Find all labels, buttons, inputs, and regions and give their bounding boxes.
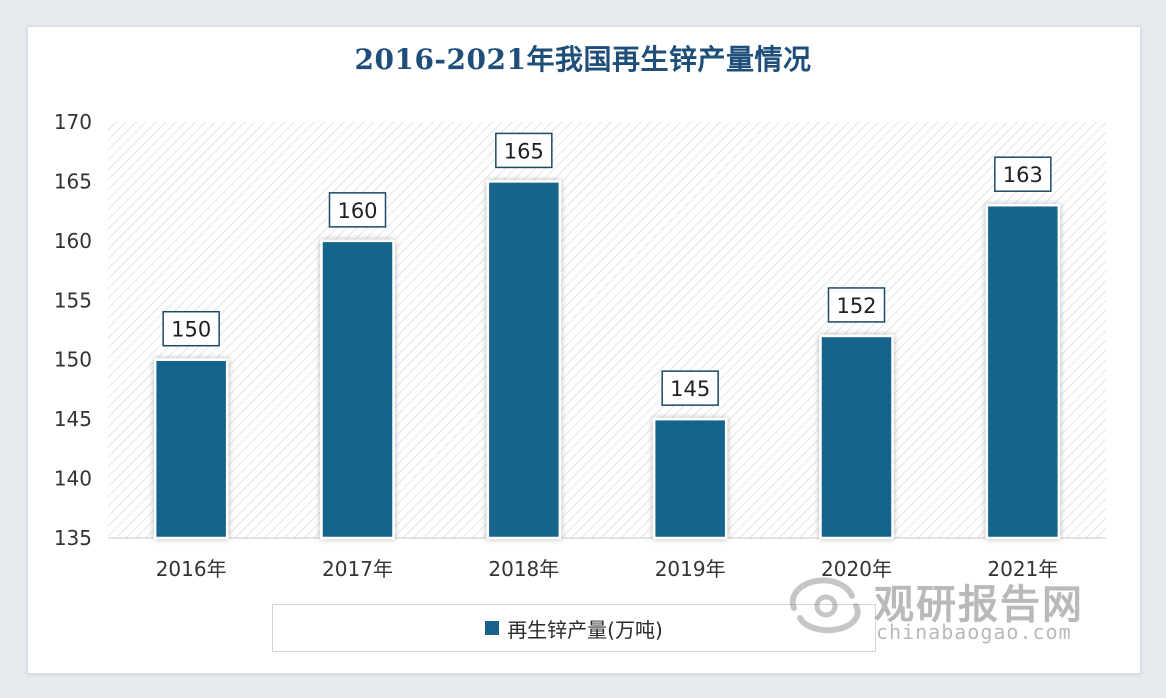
chart-title: 2016-2021年我国再生锌产量情况 <box>354 43 812 76</box>
legend-label: 再生锌产量(万吨) <box>507 617 663 642</box>
y-tick-label: 145 <box>54 407 92 431</box>
data-label-box <box>994 156 1052 192</box>
x-tick-label: 2019年 <box>655 557 726 581</box>
y-tick-label: 160 <box>54 229 92 253</box>
bar <box>153 358 229 540</box>
data-label: 165 <box>504 139 544 163</box>
x-tick-label: 2016年 <box>156 557 227 581</box>
y-tick-label: 150 <box>54 348 92 372</box>
watermark-brand: 观研报告网 <box>874 582 1084 628</box>
plot-area-background <box>108 122 1106 538</box>
y-tick-label: 170 <box>54 110 92 134</box>
x-tick-label: 2017年 <box>322 557 393 581</box>
bar <box>652 417 728 540</box>
data-label: 152 <box>836 294 876 318</box>
data-label-box <box>162 310 220 347</box>
data-label-box <box>661 370 719 406</box>
data-label-box <box>495 132 553 169</box>
watermark-url: chinabaogao.com <box>876 620 1072 644</box>
bar <box>486 180 562 540</box>
legend-swatch <box>485 621 500 635</box>
watermark-logo-icon <box>789 577 861 634</box>
legend: 再生锌产量(万吨) <box>272 604 876 652</box>
data-label-box <box>827 287 886 323</box>
bar <box>985 203 1061 540</box>
y-tick-label: 135 <box>54 526 92 550</box>
bars <box>153 180 1061 540</box>
watermark: 观研报告网 chinabaogao.com <box>786 568 1116 648</box>
x-tick-label: 2021年 <box>987 557 1058 581</box>
y-tick-label: 165 <box>54 169 92 193</box>
bar <box>320 239 395 540</box>
y-tick-label: 140 <box>54 467 92 491</box>
y-axis: 135 140 145 150 155 160 165 170 <box>54 110 92 550</box>
data-label: 150 <box>171 318 211 342</box>
y-tick-label: 155 <box>54 288 92 312</box>
bar <box>819 334 894 540</box>
data-label: 145 <box>670 377 710 401</box>
data-labels: 150 160 165 145 152 163 <box>162 132 1052 406</box>
x-axis: 2016年 2017年 2018年 2019年 2020年 2021年 <box>108 537 1106 581</box>
data-label-box <box>328 192 387 228</box>
data-label: 163 <box>1003 163 1043 187</box>
data-label: 160 <box>337 199 377 223</box>
x-tick-label: 2018年 <box>488 557 559 581</box>
x-tick-label: 2020年 <box>821 557 892 581</box>
